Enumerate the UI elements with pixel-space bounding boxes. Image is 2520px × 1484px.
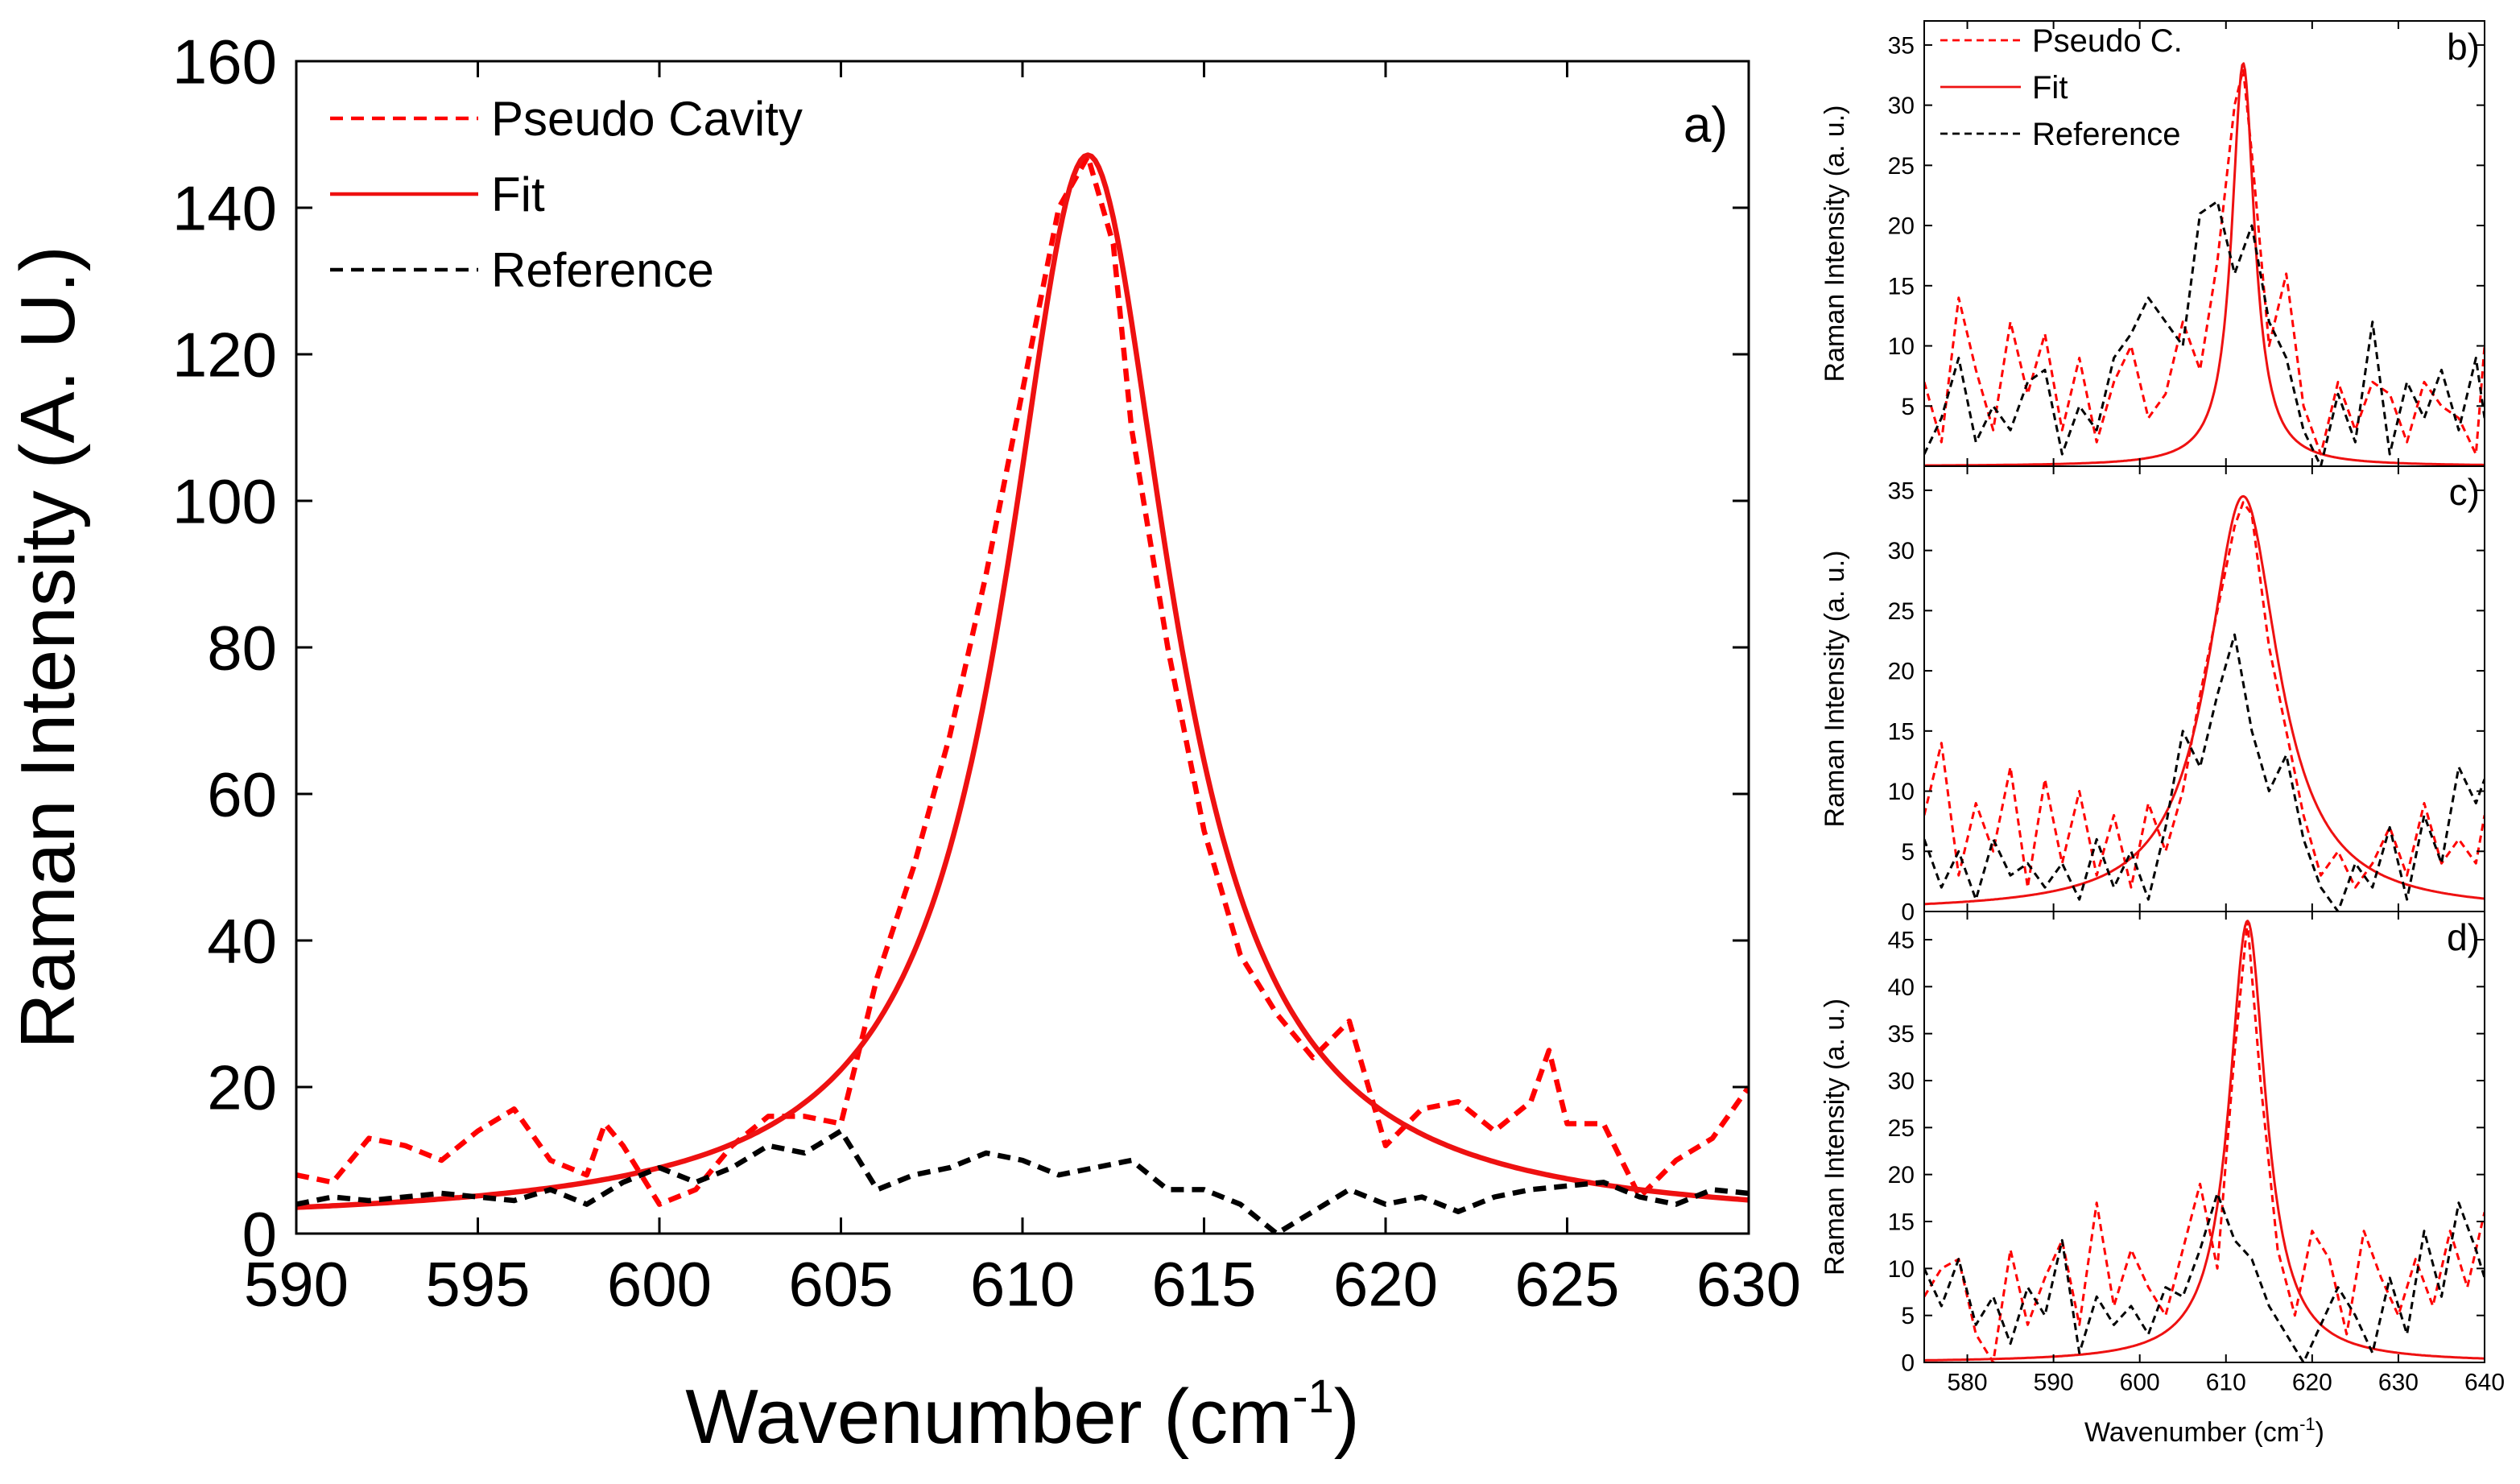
plot-area xyxy=(1924,494,2485,911)
y-tick-label: 0 xyxy=(1901,1350,1915,1377)
series-line-reference xyxy=(1924,633,2485,911)
y-tick-label: 30 xyxy=(1888,93,1915,119)
plot-area xyxy=(1924,62,2485,466)
series-line-fit xyxy=(1924,920,2485,1362)
legend-label: Reference xyxy=(491,243,714,297)
x-tick-label: 600 xyxy=(607,1249,712,1320)
y-tick-label: 30 xyxy=(1888,1069,1915,1095)
x-tick-label: 580 xyxy=(1948,1370,1988,1396)
x-tick-label: 615 xyxy=(1151,1249,1256,1320)
legend: Pseudo C. Fit Reference xyxy=(1940,23,2183,152)
plot-frame xyxy=(1923,911,2485,1363)
y-tick-label: 20 xyxy=(1888,659,1915,685)
legend-label: Pseudo C. xyxy=(2032,23,2183,59)
y-tick-label: 40 xyxy=(207,905,277,976)
plot-area xyxy=(1924,920,2485,1362)
y-tick-label: 60 xyxy=(207,759,277,829)
x-tick-label: 600 xyxy=(2120,1370,2160,1396)
y-tick-label: 35 xyxy=(1888,477,1915,504)
x-tick-label: 605 xyxy=(788,1249,893,1320)
y-tick-label: 140 xyxy=(172,172,277,243)
panel-label: b) xyxy=(2447,26,2480,68)
legend-label: Fit xyxy=(2032,70,2068,105)
legend: Pseudo Cavity Fit Reference xyxy=(330,92,803,297)
panel-label: c) xyxy=(2449,471,2480,513)
panel-label: a) xyxy=(1683,97,1728,153)
x-tick-label: 590 xyxy=(244,1249,349,1320)
legend-label: Reference xyxy=(2032,117,2181,152)
panel-c: 0 5 10 15 20 25 30 35 Raman Intensity (a. u.) c) xyxy=(1820,465,2485,926)
x-axis-label-superscript: -1 xyxy=(1292,1370,1334,1423)
series-line-fit xyxy=(296,152,1749,1210)
y-tick-label: 160 xyxy=(172,26,277,97)
y-tick-label: 35 xyxy=(1888,32,1915,59)
y-tick-label: 0 xyxy=(1901,899,1915,926)
panel-b: 5 10 15 20 25 30 35 Raman Intensity (a. u.) b) Ps… xyxy=(1820,20,2485,467)
x-tick-label: 640 xyxy=(2464,1370,2505,1396)
y-tick-label: 10 xyxy=(1888,333,1915,360)
series-line-reference xyxy=(1924,200,2485,466)
y-tick-label: 20 xyxy=(1888,1162,1915,1188)
series-line-fit xyxy=(1924,62,2485,466)
y-tick-label: 40 xyxy=(1888,974,1915,1001)
x-axis-label-close: ) xyxy=(1334,1374,1360,1460)
panel-label: d) xyxy=(2447,916,2480,958)
y-tick-label: 15 xyxy=(1888,273,1915,300)
y-axis-label: Raman Intensity (a. u.) xyxy=(1820,998,1850,1275)
panel-a: 0 20 40 60 80 100 120 140 160 590 595 600 605 610 615 6… xyxy=(5,26,1801,1460)
panel-d: 0 5 10 15 20 25 30 35 40 45 580 590 600 610 620 630 640 R… xyxy=(1820,911,2505,1448)
y-tick-label: 15 xyxy=(1888,718,1915,745)
y-tick-label: 5 xyxy=(1901,839,1915,866)
x-axis-label-close: ) xyxy=(2316,1417,2324,1448)
y-tick-label: 25 xyxy=(1888,598,1915,625)
y-tick-label: 120 xyxy=(172,319,277,390)
y-tick-label: 25 xyxy=(1888,153,1915,180)
x-tick-label: 620 xyxy=(2292,1370,2332,1396)
y-tick-label: 20 xyxy=(1888,213,1915,240)
plot-area xyxy=(296,152,1749,1234)
x-tick-label: 595 xyxy=(425,1249,530,1320)
legend-label: Fit xyxy=(491,167,545,221)
series-line-reference xyxy=(1924,1192,2485,1362)
x-tick-label: 610 xyxy=(2206,1370,2246,1396)
x-tick-label: 625 xyxy=(1514,1249,1619,1320)
y-tick-label: 5 xyxy=(1901,394,1915,420)
x-axis-label-superscript: -1 xyxy=(2299,1414,2316,1434)
series-line-pseudo-cavity xyxy=(296,154,1749,1207)
x-axis-label: Wavenumber (cm-1) xyxy=(685,1370,1359,1460)
y-tick-label: 45 xyxy=(1888,928,1915,954)
y-tick-label: 25 xyxy=(1888,1115,1915,1142)
y-tick-label: 35 xyxy=(1888,1021,1915,1048)
y-tick-label: 15 xyxy=(1888,1209,1915,1236)
y-axis-label: Raman Intensity (A. U.) xyxy=(5,246,91,1049)
x-axis-label: Wavenumber (cm-1) xyxy=(2084,1414,2324,1448)
series-line-pseudo-c xyxy=(1924,68,2485,456)
x-tick-label: 630 xyxy=(2378,1370,2419,1396)
series-line-reference xyxy=(296,1128,1749,1234)
y-axis-label: Raman Intensity (a. u.) xyxy=(1820,551,1850,828)
y-axis-label: Raman Intensity (a. u.) xyxy=(1820,105,1850,382)
y-tick-label: 30 xyxy=(1888,538,1915,564)
y-tick-label: 80 xyxy=(207,612,277,683)
x-tick-label: 630 xyxy=(1696,1249,1801,1320)
y-tick-label: 10 xyxy=(1888,1256,1915,1283)
x-axis-label-text: Wavenumber (cm xyxy=(2084,1417,2299,1448)
x-tick-label: 620 xyxy=(1333,1249,1438,1320)
y-tick-label: 100 xyxy=(172,465,277,536)
legend-label: Pseudo Cavity xyxy=(491,92,803,146)
x-tick-label: 590 xyxy=(2034,1370,2074,1396)
y-tick-label: 5 xyxy=(1901,1303,1915,1329)
x-axis-label-text: Wavenumber (cm xyxy=(685,1374,1292,1460)
y-tick-label: 10 xyxy=(1888,779,1915,805)
y-tick-label: 0 xyxy=(242,1198,277,1269)
x-tick-label: 610 xyxy=(970,1249,1075,1320)
series-line-fit xyxy=(1924,494,2485,906)
y-tick-label: 20 xyxy=(207,1052,277,1122)
series-line-pseudo-c xyxy=(1924,920,2485,1362)
